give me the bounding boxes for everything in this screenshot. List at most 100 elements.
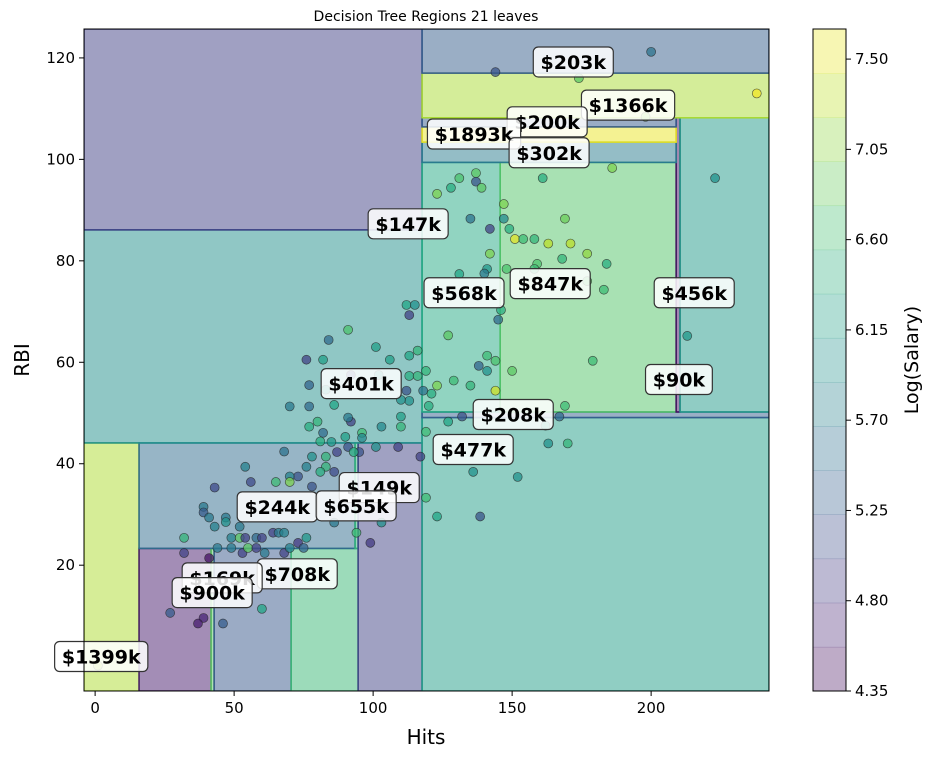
data-point <box>218 618 228 629</box>
data-point <box>301 461 312 472</box>
data-point <box>412 371 423 381</box>
data-point <box>471 168 481 178</box>
data-point <box>257 532 267 543</box>
data-point <box>343 324 353 335</box>
data-point <box>601 259 612 269</box>
leaf-label-box <box>426 118 522 150</box>
data-point <box>234 521 245 532</box>
data-point <box>471 176 481 187</box>
data-point <box>412 345 423 356</box>
data-point <box>312 416 323 427</box>
data-point <box>710 173 720 183</box>
leaf-label-box <box>432 433 514 466</box>
data-point <box>587 355 598 366</box>
y-tick-label: 80 <box>56 252 75 270</box>
leaf-label-text: $302k <box>516 143 582 165</box>
leaf-label-box <box>472 398 554 431</box>
data-point <box>243 543 253 553</box>
data-point <box>376 421 387 432</box>
leaf-label-text: $244k <box>244 497 310 519</box>
data-point <box>751 88 762 99</box>
data-point <box>418 385 429 396</box>
leaf-label: $90k <box>644 363 713 396</box>
data-point <box>646 46 656 57</box>
colorbar-band <box>813 161 846 207</box>
leaf-label-box <box>580 89 676 121</box>
y-axis: 20 40 60 80 100 120 <box>46 49 84 574</box>
data-point <box>443 416 454 427</box>
data-point <box>409 300 420 310</box>
data-point <box>682 331 693 341</box>
leaf-label-box <box>54 640 149 673</box>
y-tick-label: 60 <box>56 353 75 371</box>
data-point <box>421 426 431 437</box>
leaf-label-box <box>171 576 253 609</box>
data-point <box>454 269 465 279</box>
colorbar-band <box>813 426 846 471</box>
data-point <box>432 380 442 391</box>
data-point <box>396 421 406 432</box>
data-point <box>554 411 565 422</box>
leaf-label-text: $1366k <box>589 95 668 117</box>
data-point <box>457 411 467 422</box>
chart-title: Decision Tree Regions 21 leaves <box>314 9 539 25</box>
leaf-label: $1399k <box>54 640 149 673</box>
plot-frame <box>83 28 770 692</box>
data-point <box>340 432 351 442</box>
data-point <box>226 532 237 543</box>
data-point <box>396 411 406 422</box>
leaf-label-box <box>320 367 402 400</box>
leaf-label-text: $208k <box>480 405 546 427</box>
data-point <box>512 472 523 482</box>
leaf-label: $900k <box>171 576 253 609</box>
data-point <box>329 467 340 477</box>
data-point <box>240 461 251 472</box>
data-point <box>607 163 618 173</box>
leaf-label: $477k <box>432 433 514 466</box>
y-tick-label: 100 <box>46 150 75 168</box>
leaf-label-text: $200k <box>514 112 580 134</box>
leaf-label-text: $401k <box>328 374 394 396</box>
leaf-label: $568k <box>423 277 505 309</box>
data-point <box>279 446 290 457</box>
data-point <box>365 538 376 548</box>
data-point <box>490 67 501 77</box>
data-point <box>384 354 395 365</box>
colorbar-band <box>813 558 846 604</box>
data-point <box>432 511 442 522</box>
data-point <box>501 264 512 274</box>
data-point <box>498 199 509 209</box>
data-point <box>490 355 501 366</box>
data-point <box>426 388 437 399</box>
data-point <box>562 438 573 449</box>
leaf-label: $147k <box>367 208 449 240</box>
data-point <box>448 375 459 386</box>
data-point <box>476 182 487 193</box>
data-point <box>371 342 381 352</box>
data-point <box>415 451 426 462</box>
data-point <box>212 543 223 553</box>
data-point <box>465 380 476 391</box>
data-point <box>543 238 554 249</box>
colorbar-tick-label: 7.05 <box>855 140 888 158</box>
x-tick-label: 0 <box>90 699 100 717</box>
leaf-label: $302k <box>508 137 590 169</box>
colorbar-frame <box>812 28 847 692</box>
data-point <box>565 238 576 249</box>
leaf-label-text: $900k <box>179 583 245 605</box>
data-point <box>304 401 315 412</box>
leaf-label-text: $655k <box>323 496 389 518</box>
leaf-label-box <box>653 277 735 309</box>
data-point <box>245 477 256 487</box>
data-point <box>307 451 317 462</box>
data-point <box>301 354 312 365</box>
data-point <box>315 436 326 447</box>
leaf-label: $208k <box>472 398 554 431</box>
data-point <box>332 447 342 457</box>
data-point <box>482 350 492 361</box>
leaf-label: $244k <box>236 491 318 523</box>
colorbar: 4.35 4.80 5.25 5.70 6.15 6.60 7.05 7.50 <box>812 28 888 700</box>
data-point <box>421 366 431 376</box>
data-point <box>510 234 520 244</box>
data-point <box>293 471 303 482</box>
